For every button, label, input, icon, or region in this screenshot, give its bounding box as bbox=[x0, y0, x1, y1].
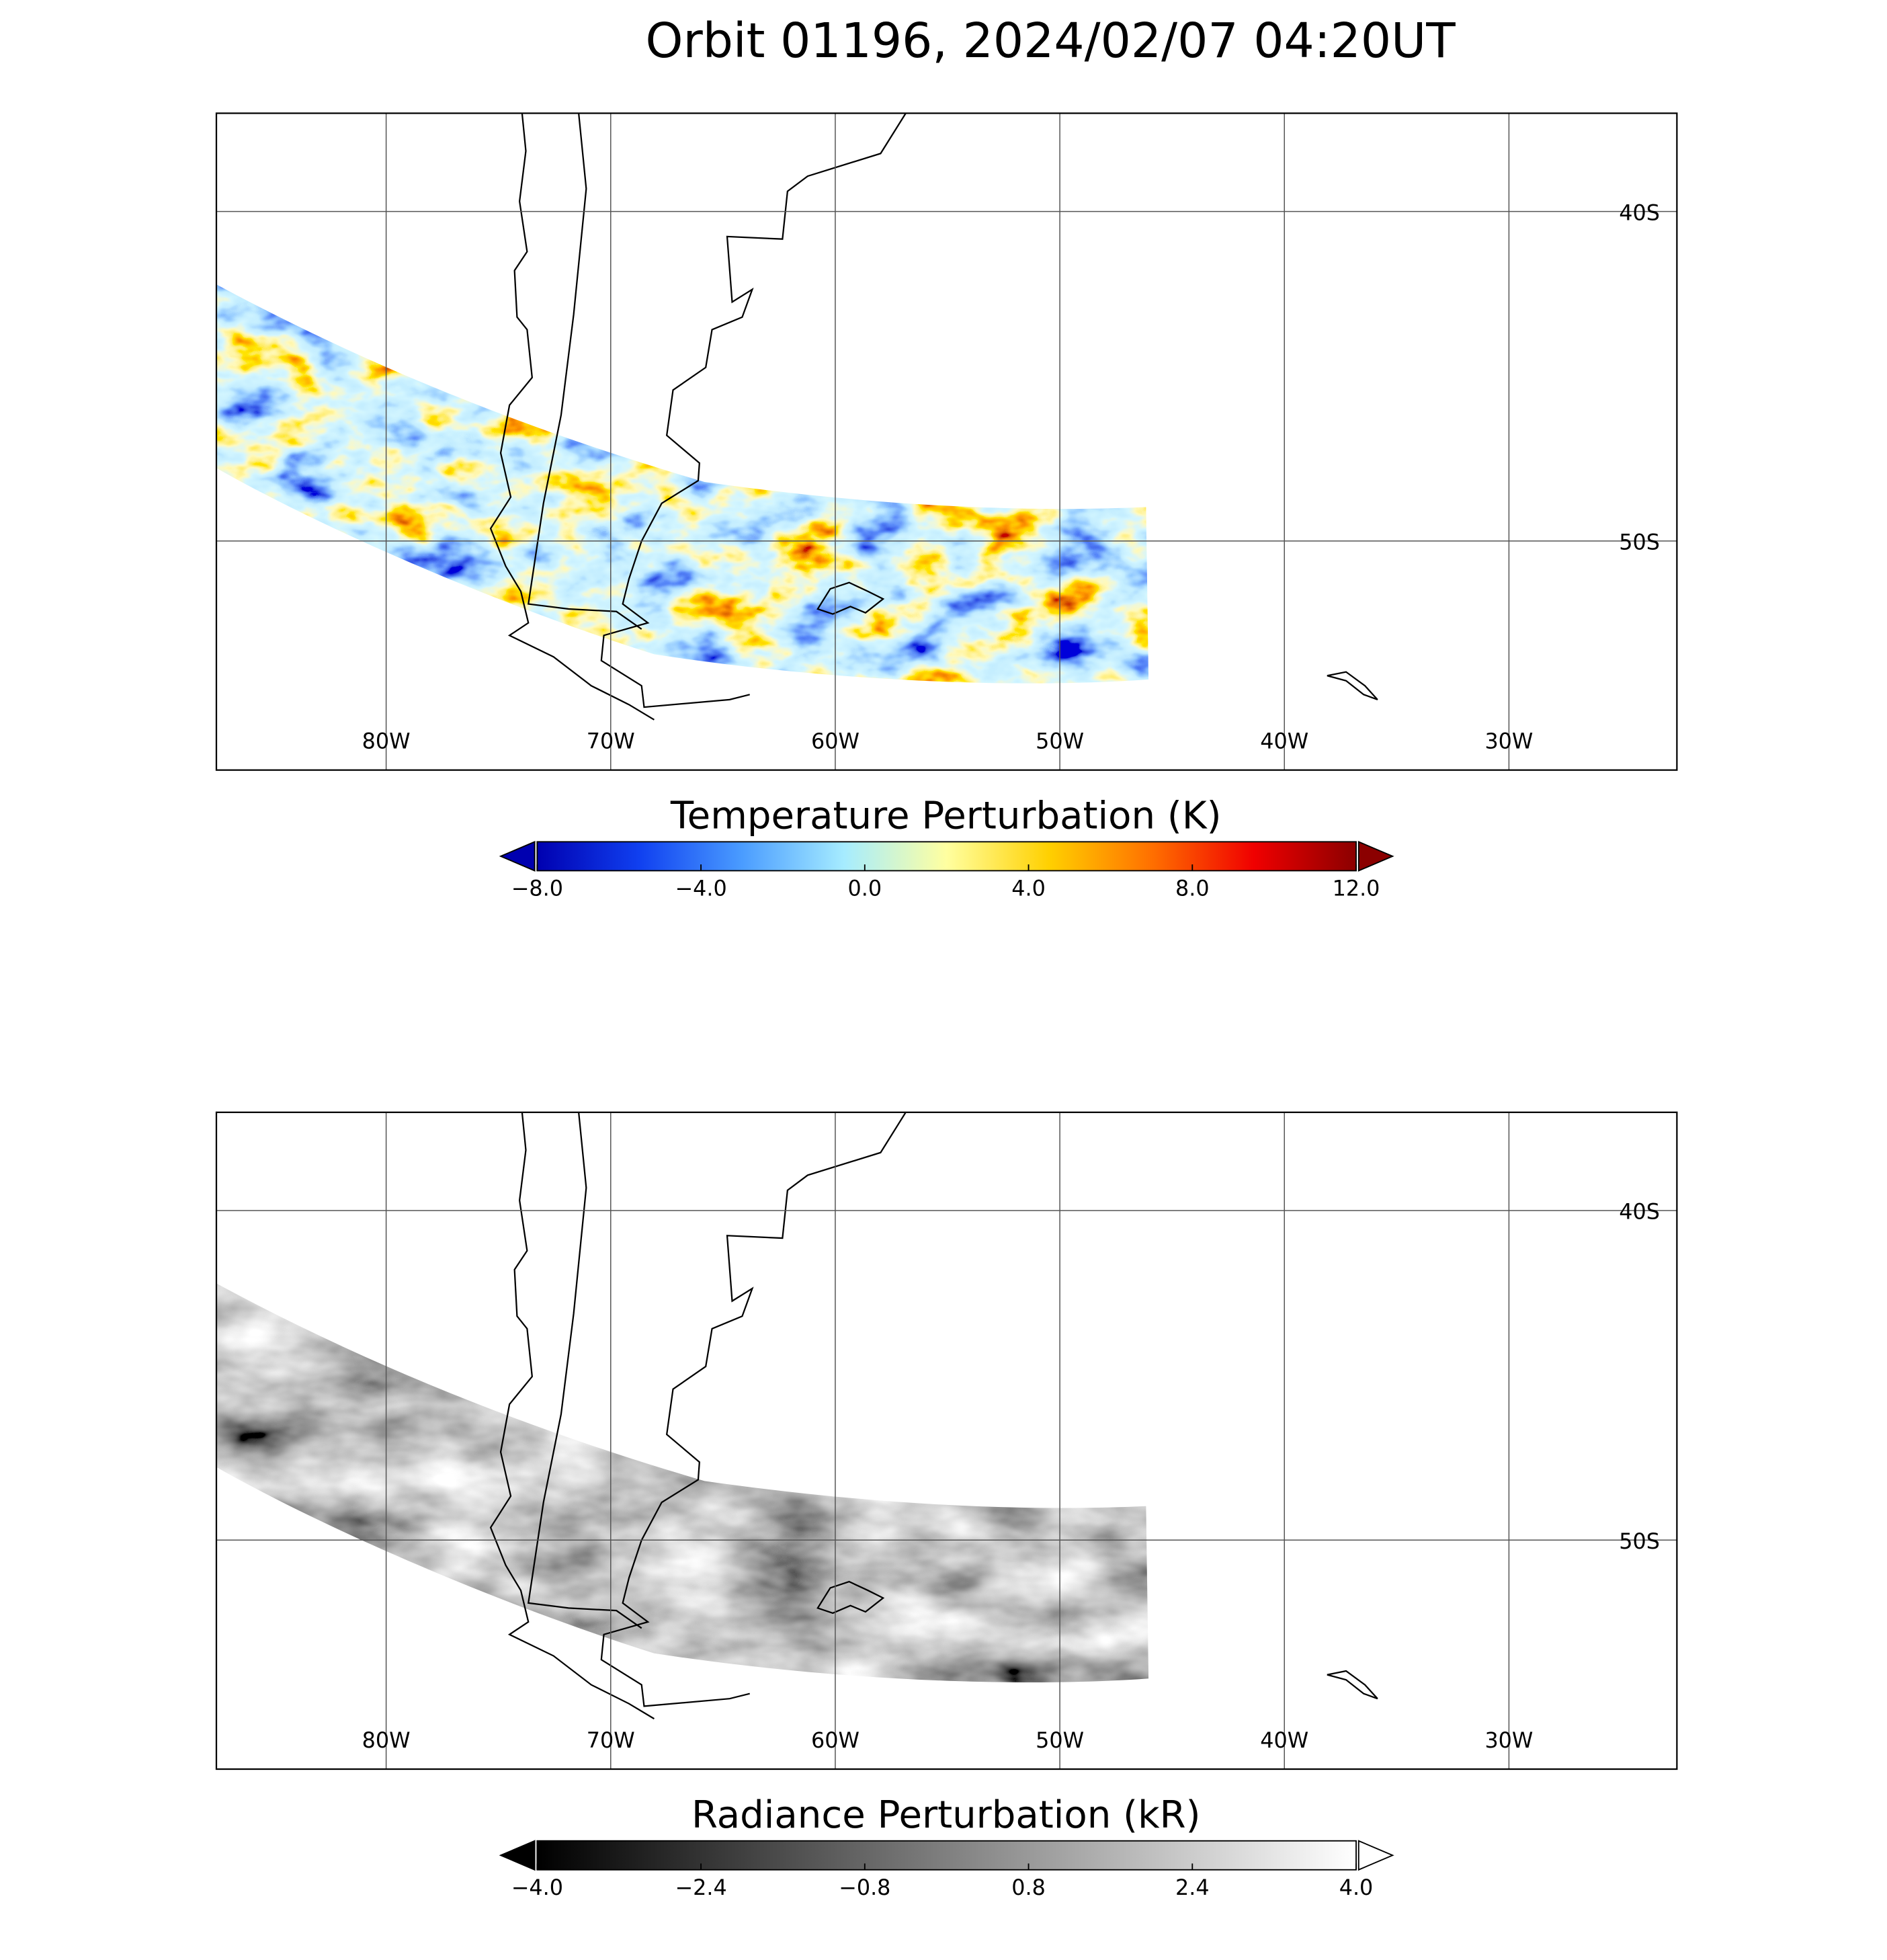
title: Orbit 01196, 2024/02/07 04:20UT bbox=[646, 13, 1456, 69]
map-frame bbox=[215, 1111, 1678, 1770]
y-tick-label: 40S bbox=[1619, 1199, 1660, 1225]
colorbar-under bbox=[499, 840, 536, 872]
colorbar-tick-label: −4.0 bbox=[511, 1875, 563, 1900]
y-tick-label: 40S bbox=[1619, 200, 1660, 225]
colorbar-tick-label: 4.0 bbox=[1011, 875, 1046, 901]
colorbar bbox=[536, 841, 1357, 872]
x-tick-label: 40W bbox=[1260, 1727, 1308, 1753]
x-tick-label: 30W bbox=[1484, 728, 1533, 753]
colorbar-tick-label: 0.0 bbox=[848, 875, 882, 901]
x-tick-label: 70W bbox=[587, 728, 635, 753]
x-tick-label: 50W bbox=[1036, 728, 1084, 753]
x-tick-label: 80W bbox=[362, 728, 411, 753]
colorbar-over bbox=[1357, 840, 1394, 872]
x-tick-label: 70W bbox=[587, 1727, 635, 1753]
colorbar-tick-label: 12.0 bbox=[1333, 875, 1380, 901]
x-tick-label: 80W bbox=[362, 1727, 411, 1753]
colorbar bbox=[536, 1840, 1357, 1871]
x-tick-label: 60W bbox=[811, 728, 859, 753]
colorbar-label: Temperature Perturbation (K) bbox=[670, 794, 1222, 838]
x-tick-label: 40W bbox=[1260, 728, 1308, 753]
swath bbox=[216, 284, 1149, 684]
colorbar-tick-label: −8.0 bbox=[511, 875, 563, 901]
map-panel: 80W 70W 60W 50W 40W 30W 40S 50S Temperature Pert… bbox=[215, 112, 1678, 901]
colorbar-tick-label: 4.0 bbox=[1339, 1875, 1374, 1900]
colorbar-tick-label: 8.0 bbox=[1175, 875, 1210, 901]
map-frame bbox=[215, 112, 1678, 771]
colorbar-tick-label: −4.0 bbox=[675, 875, 726, 901]
map-panel: 80W 70W 60W 50W 40W 30W 40S 50S Radiance Perturb… bbox=[215, 1111, 1678, 1900]
y-tick-label: 50S bbox=[1619, 1528, 1660, 1554]
colorbar-under bbox=[499, 1840, 536, 1871]
x-tick-label: 60W bbox=[811, 1727, 859, 1753]
y-tick-label: 50S bbox=[1619, 530, 1660, 555]
colorbar-tick-label: −0.8 bbox=[839, 1875, 890, 1900]
colorbar-label: Radiance Perturbation (kR) bbox=[691, 1793, 1201, 1837]
colorbar-tick-label: 2.4 bbox=[1175, 1875, 1210, 1900]
x-tick-label: 30W bbox=[1484, 1727, 1533, 1753]
x-tick-label: 50W bbox=[1036, 1727, 1084, 1753]
colorbar-tick-label: −2.4 bbox=[675, 1875, 726, 1900]
colorbar-over bbox=[1357, 1840, 1394, 1871]
swath bbox=[216, 1283, 1149, 1682]
colorbar-tick-label: 0.8 bbox=[1011, 1875, 1046, 1900]
